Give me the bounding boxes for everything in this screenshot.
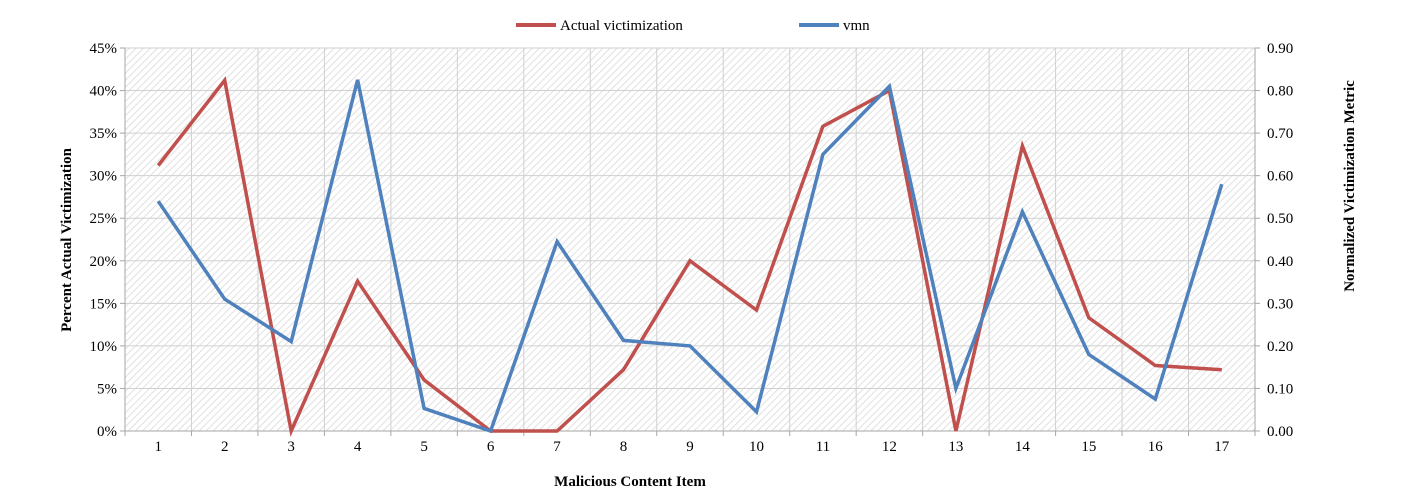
y-tick-label-right: 0.70: [1267, 126, 1293, 142]
y-tick-label-right: 0.60: [1267, 169, 1293, 185]
y-tick-label-left: 15%: [90, 296, 118, 312]
x-tick-label: 10: [749, 439, 764, 455]
plot-area: [125, 48, 1255, 431]
series-line-vmn: [156, 79, 1224, 434]
gridlines: [124, 47, 1256, 432]
x-tick-label: 11: [816, 439, 830, 455]
axes: [120, 47, 1260, 436]
x-axis-title: Malicious Content Item: [554, 474, 706, 490]
y-tick-label-left: 5%: [97, 381, 117, 397]
y-tick-label-left: 30%: [90, 169, 118, 185]
y-tick-label-right: 0.90: [1267, 41, 1293, 57]
x-tick-label: 14: [1015, 439, 1031, 455]
x-tick-label: 12: [882, 439, 897, 455]
x-tick-label: 3: [287, 439, 295, 455]
y-tick-label-left: 10%: [90, 339, 118, 355]
x-tick-label: 8: [620, 439, 628, 455]
y-tick-label-left: 0%: [97, 424, 117, 440]
series-lines: [156, 76, 1224, 437]
x-tick-label: 16: [1148, 439, 1164, 455]
x-tick-label: 17: [1214, 439, 1230, 455]
legend: Actual victimization vmn: [516, 18, 870, 34]
y-axis-title-right: Normalized Victimization Metric: [1342, 80, 1358, 292]
legend-label-actual-victimization: Actual victimization: [560, 18, 683, 34]
y-axis-title-left: Percent Actual Victimization: [59, 147, 75, 332]
tick-labels: 0% 5% 10% 15% 20% 25% 30% 35% 40% 45% 0.00 0.10 0.20…: [90, 41, 1294, 455]
series-line-actual-victimization: [156, 76, 1222, 437]
y-tick-label-right: 0.00: [1267, 424, 1293, 440]
x-tick-label: 1: [154, 439, 162, 455]
y-tick-label-left: 40%: [90, 84, 118, 100]
y-tick-label-right: 0.10: [1267, 381, 1293, 397]
y-tick-label-left: 25%: [90, 211, 118, 227]
x-tick-label: 5: [420, 439, 428, 455]
y-tick-label-right: 0.40: [1267, 254, 1293, 270]
x-tick-label: 15: [1081, 439, 1096, 455]
y-tick-label-right: 0.20: [1267, 339, 1293, 355]
y-tick-label-left: 45%: [90, 41, 118, 57]
x-tick-label: 7: [553, 439, 561, 455]
y-tick-label-right: 0.30: [1267, 296, 1293, 312]
x-tick-label: 2: [221, 439, 229, 455]
x-tick-label: 13: [948, 439, 963, 455]
x-tick-label: 6: [487, 439, 495, 455]
legend-label-vmn: vmn: [843, 18, 870, 34]
x-tick-label: 9: [686, 439, 694, 455]
y-tick-label-right: 0.80: [1267, 84, 1293, 100]
y-tick-label-right: 0.50: [1267, 211, 1293, 227]
y-tick-label-left: 20%: [90, 254, 118, 270]
y-tick-label-left: 35%: [90, 126, 118, 142]
x-tick-label: 4: [354, 439, 362, 455]
